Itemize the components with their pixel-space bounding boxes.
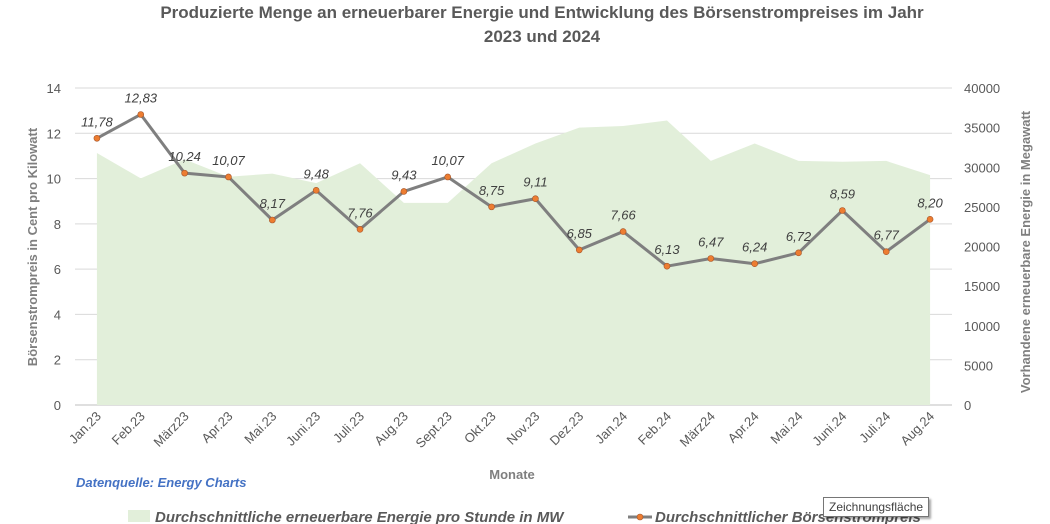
right-tick-label: 30000 — [964, 160, 1000, 175]
data-labels: 11,78 12,83 10,24 10,07 8,17 9,48 7,76 9,43 10,0… — [81, 90, 943, 257]
left-tick-label: 4 — [54, 307, 61, 322]
price-data-label: 8,75 — [479, 183, 505, 198]
price-point — [312, 187, 320, 194]
price-point — [751, 260, 758, 268]
price-data-label: 6,77 — [874, 228, 900, 243]
legend: Durchschnittliche erneuerbare Energie pr… — [128, 509, 921, 524]
price-point — [400, 188, 408, 195]
right-tick-label: 20000 — [964, 240, 1000, 255]
x-tick-label: Feb.24 — [635, 409, 674, 448]
price-point — [93, 134, 101, 142]
price-data-label: 6,24 — [742, 240, 767, 255]
right-axis-ticks: 0 5000 10000 15000 20000 25000 30000 35000 40000 — [964, 81, 1000, 413]
price-point — [225, 173, 232, 181]
x-tick-label: Juli.24 — [856, 409, 893, 446]
right-tick-label: 10000 — [964, 319, 1000, 334]
x-tick-label: Juli.23 — [330, 409, 367, 446]
x-tick-label: Mai.24 — [767, 409, 805, 447]
price-data-label: 6,47 — [698, 235, 724, 250]
right-tick-label: 15000 — [964, 279, 1000, 294]
price-point — [181, 169, 188, 177]
source-note: Datenquelle: Energy Charts — [76, 475, 247, 490]
left-axis-ticks: 0 2 4 6 8 10 12 14 — [47, 81, 61, 413]
x-tick-label: März23 — [150, 409, 191, 450]
price-point — [444, 173, 452, 181]
chart-title-line1: Produzierte Menge an erneuerbarer Energi… — [160, 3, 924, 22]
price-data-label: 9,43 — [391, 167, 417, 182]
left-tick-label: 12 — [47, 126, 61, 141]
price-data-label: 6,13 — [654, 242, 680, 257]
price-data-label: 6,85 — [567, 226, 593, 241]
price-point — [137, 111, 145, 118]
left-tick-label: 10 — [47, 172, 61, 187]
price-point — [269, 216, 276, 224]
right-tick-label: 5000 — [964, 358, 993, 373]
price-data-label: 11,78 — [81, 114, 113, 129]
price-point — [839, 207, 846, 214]
price-point — [882, 248, 890, 256]
price-point — [619, 228, 627, 235]
line-series-layer — [93, 111, 934, 270]
left-tick-label: 6 — [54, 262, 61, 277]
chart-title-line2: 2023 und 2024 — [484, 27, 601, 46]
price-point — [356, 225, 364, 233]
line-electricity-price — [96, 112, 931, 268]
x-axis-ticks: Jan.23 Feb.23 März23 Apr.23 Mai.23 Juni.23 Jul… — [66, 409, 937, 451]
price-data-label: 6,72 — [786, 229, 812, 244]
price-data-label: 10,07 — [212, 153, 245, 168]
price-point — [575, 246, 583, 254]
price-point — [488, 203, 495, 211]
x-tick-label: Aug.24 — [897, 409, 937, 449]
left-tick-label: 2 — [54, 353, 61, 368]
x-tick-label: Aug.23 — [371, 409, 411, 449]
price-data-label: 8,17 — [260, 196, 286, 211]
price-point — [926, 216, 934, 223]
left-tick-label: 0 — [54, 398, 61, 413]
right-tick-label: 0 — [964, 398, 971, 413]
legend-area-label: Durchschnittliche erneuerbare Energie pr… — [155, 509, 565, 524]
price-data-label: 9,11 — [523, 175, 547, 190]
legend-line-marker — [636, 513, 644, 521]
price-data-label: 8,20 — [917, 195, 943, 210]
right-axis-title: Vorhandene erneuerbare Energie in Megawa… — [1018, 110, 1033, 393]
x-tick-label: Juni.24 — [809, 409, 849, 449]
price-data-label: 10,07 — [431, 153, 464, 168]
price-data-label: 12,83 — [125, 90, 158, 105]
price-data-label: 8,59 — [830, 186, 855, 201]
x-tick-label: Apr.23 — [198, 409, 235, 446]
left-tick-label: 8 — [54, 217, 61, 232]
right-tick-label: 35000 — [964, 121, 1000, 136]
price-point — [795, 249, 802, 257]
x-axis-title: Monate — [489, 467, 535, 482]
x-tick-label: Okt.23 — [461, 409, 499, 447]
price-point — [707, 255, 715, 262]
left-axis-title: Börsenstrompreis in Cent pro Kilowatt — [25, 127, 40, 366]
price-data-label: 10,24 — [168, 149, 201, 164]
legend-area-swatch — [128, 510, 150, 522]
x-tick-label: Mai.23 — [241, 409, 279, 447]
x-tick-label: Nov.23 — [503, 409, 542, 448]
area-series-layer — [96, 120, 931, 406]
price-data-label: 7,66 — [610, 208, 636, 223]
x-tick-label: Sept.23 — [413, 409, 455, 451]
price-data-label: 7,76 — [347, 205, 373, 220]
price-point — [663, 262, 671, 270]
x-tick-label: Juni.23 — [283, 409, 323, 449]
x-tick-label: Apr.24 — [725, 409, 762, 446]
x-tick-label: März24 — [677, 409, 718, 450]
x-tick-label: Jan.23 — [66, 409, 104, 447]
area-renewable-energy — [96, 120, 931, 406]
left-tick-label: 14 — [47, 81, 61, 96]
price-data-label: 9,48 — [304, 166, 330, 181]
x-tick-label: Feb.23 — [109, 409, 148, 448]
x-tick-label: Jan.24 — [592, 409, 630, 447]
right-tick-label: 25000 — [964, 200, 1000, 215]
x-tick-label: Dez.23 — [547, 409, 587, 449]
price-point — [532, 195, 539, 203]
right-tick-label: 40000 — [964, 81, 1000, 96]
tooltip: Zeichnungsfläche — [823, 497, 930, 517]
